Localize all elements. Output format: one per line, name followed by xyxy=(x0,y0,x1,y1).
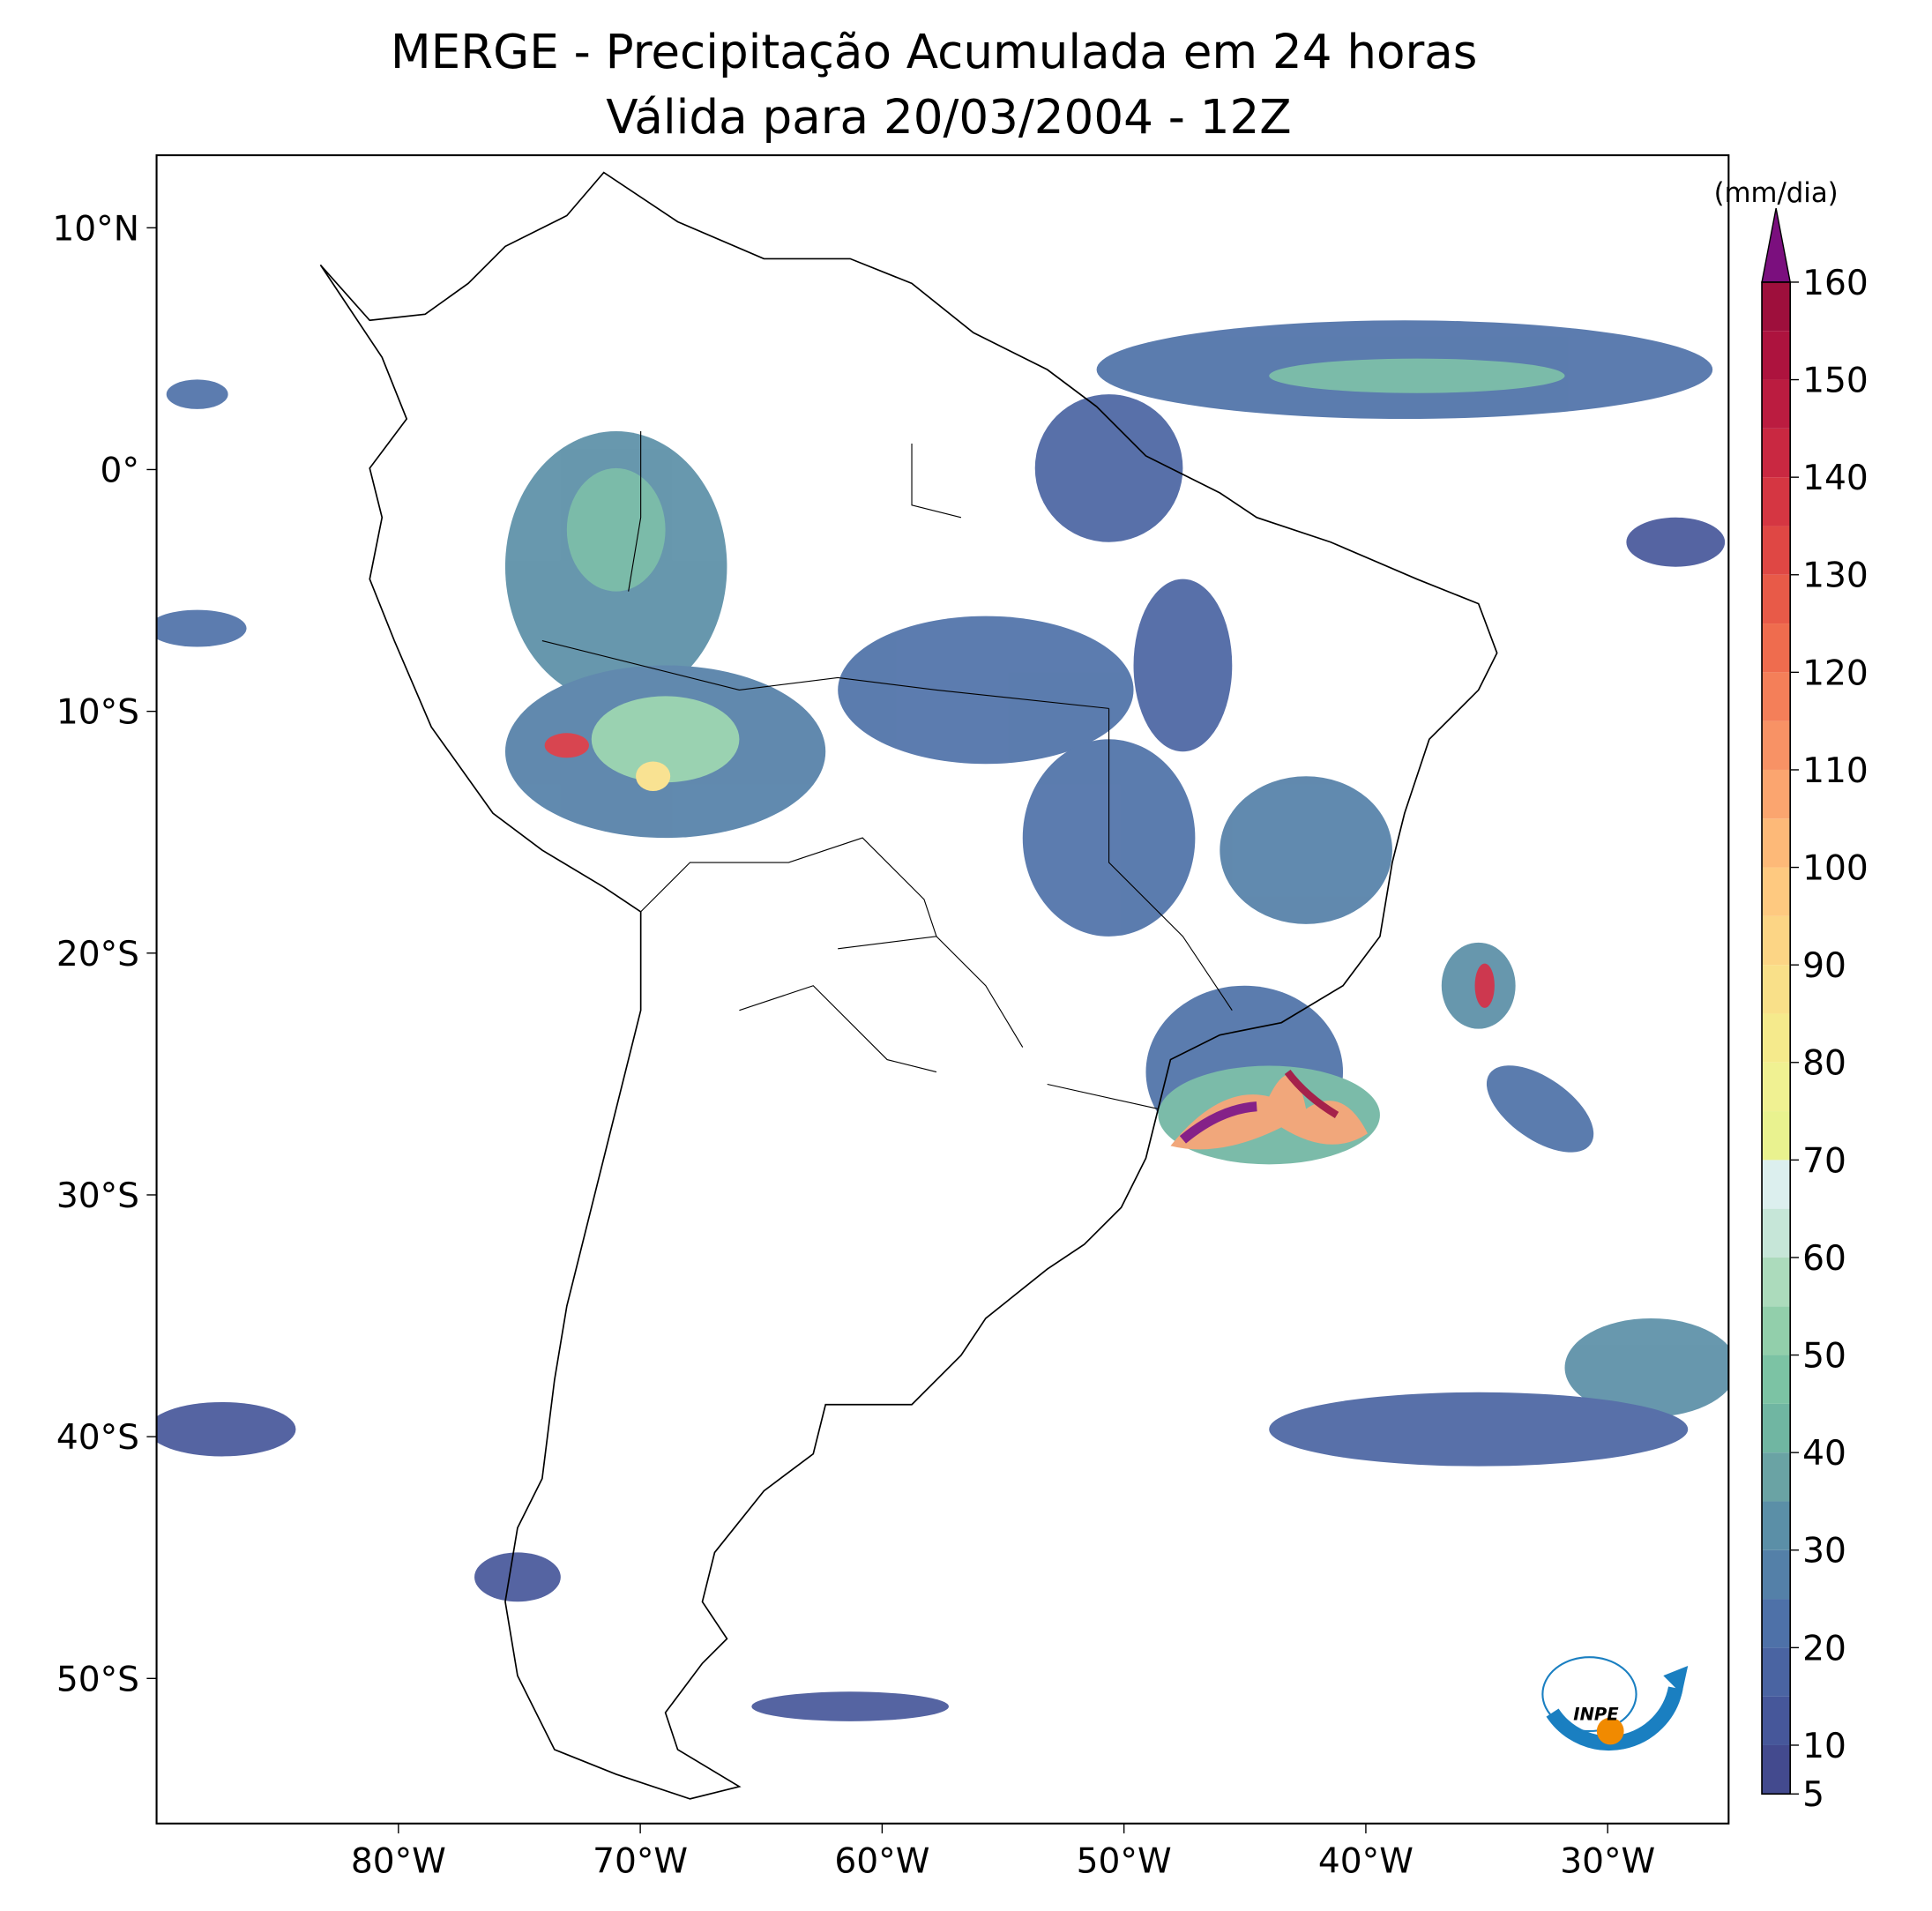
colorbar-band xyxy=(1762,672,1791,721)
colorbar-tick-label: 70 xyxy=(1802,1141,1846,1181)
colorbar-tick-label: 150 xyxy=(1802,362,1869,401)
colorbar-tick-label: 100 xyxy=(1802,849,1869,889)
colorbar-tick-label: 120 xyxy=(1802,653,1869,693)
title: MERGE - Precipitação Acumulada em 24 hor… xyxy=(391,25,1478,79)
colorbar-tick-label: 10 xyxy=(1802,1727,1846,1766)
y-tick-label: 10°N xyxy=(52,209,139,249)
colorbar-band xyxy=(1762,1062,1791,1112)
colorbar-unit: (mm/dia) xyxy=(1714,177,1839,209)
colorbar-tick-label: 110 xyxy=(1802,751,1869,791)
colorbar-tick-label: 140 xyxy=(1802,459,1869,498)
colorbar-tick-label: 130 xyxy=(1802,556,1869,596)
colorbar-band xyxy=(1762,1160,1791,1209)
x-tick-label: 70°W xyxy=(593,1842,688,1882)
y-tick-label: 10°S xyxy=(56,693,139,733)
borders xyxy=(541,431,1233,1109)
colorbar-band xyxy=(1762,1306,1791,1355)
colorbar-frame xyxy=(1761,281,1792,1795)
x-tick-label: 30°W xyxy=(1560,1842,1655,1882)
colorbar-band xyxy=(1762,1549,1791,1600)
colorbar-band xyxy=(1762,574,1791,624)
map-area xyxy=(156,171,1729,1800)
colorbar-tick-label: 50 xyxy=(1802,1337,1846,1377)
colorbar-band xyxy=(1762,1452,1791,1502)
y-tick-label: 50°S xyxy=(56,1660,139,1699)
colorbar: 5 10 20 30 40 50 60 70 80 90 100 110 120 130 140 150 160… xyxy=(1714,177,1869,1815)
colorbar-band xyxy=(1762,281,1791,332)
colorbar-band xyxy=(1762,1208,1791,1258)
colorbar-tick-label: 20 xyxy=(1802,1629,1846,1668)
x-tick-label: 60°W xyxy=(834,1842,929,1882)
colorbar-tick-label: 90 xyxy=(1802,946,1846,986)
y-tick-label: 40°S xyxy=(56,1418,139,1458)
logo-text: INPE xyxy=(1573,1704,1619,1724)
colorbar-tick-label: 80 xyxy=(1802,1044,1846,1084)
colorbar-band xyxy=(1762,1647,1791,1697)
coastline xyxy=(319,171,1498,1800)
logo: INPE xyxy=(1541,1656,1689,1751)
colorbar-band xyxy=(1762,526,1791,575)
colorbar-band xyxy=(1762,1403,1791,1453)
y-tick-label: 20°S xyxy=(56,935,139,974)
y-tick-label: 0° xyxy=(101,451,139,490)
colorbar-band xyxy=(1762,477,1791,526)
colorbar-band xyxy=(1762,428,1791,478)
x-tick-label: 80°W xyxy=(351,1842,446,1882)
colorbar-band xyxy=(1762,818,1791,868)
x-tick-label: 40°W xyxy=(1318,1842,1414,1882)
colorbar-tick-label: 30 xyxy=(1802,1532,1846,1571)
colorbar-band xyxy=(1762,623,1791,673)
colorbar-band xyxy=(1762,1355,1791,1404)
colorbar-band xyxy=(1762,1599,1791,1648)
colorbar-band xyxy=(1762,1501,1791,1550)
subtitle: Válida para 20/03/2004 - 12Z xyxy=(606,90,1291,145)
colorbar-band xyxy=(1762,1744,1791,1795)
colorbar-tick-label: 5 xyxy=(1802,1775,1824,1815)
colorbar-extend xyxy=(1761,207,1792,283)
colorbar-band xyxy=(1762,965,1791,1014)
colorbar-band xyxy=(1762,769,1791,819)
colorbar-tick-label: 40 xyxy=(1802,1434,1846,1474)
colorbar-band xyxy=(1762,867,1791,916)
colorbar-band xyxy=(1762,331,1791,380)
colorbar-band xyxy=(1762,915,1791,966)
colorbar-band xyxy=(1762,720,1791,770)
map-frame xyxy=(155,153,1730,1825)
axes: 80°W 70°W 60°W 50°W 40°W 30°W 10°N 0° 10°S 20°S 30… xyxy=(52,209,1655,1881)
colorbar-tick-label: 160 xyxy=(1802,264,1869,303)
colorbar-band xyxy=(1762,1257,1791,1307)
y-tick-label: 30°S xyxy=(56,1176,139,1216)
colorbar-band xyxy=(1762,1111,1791,1161)
colorbar-band xyxy=(1762,1013,1791,1063)
colorbar-tick-label: 60 xyxy=(1802,1239,1846,1279)
precip-field xyxy=(156,320,1729,1721)
colorbar-band xyxy=(1762,1696,1791,1745)
colorbar-band xyxy=(1762,379,1791,429)
x-tick-label: 50°W xyxy=(1077,1842,1172,1882)
